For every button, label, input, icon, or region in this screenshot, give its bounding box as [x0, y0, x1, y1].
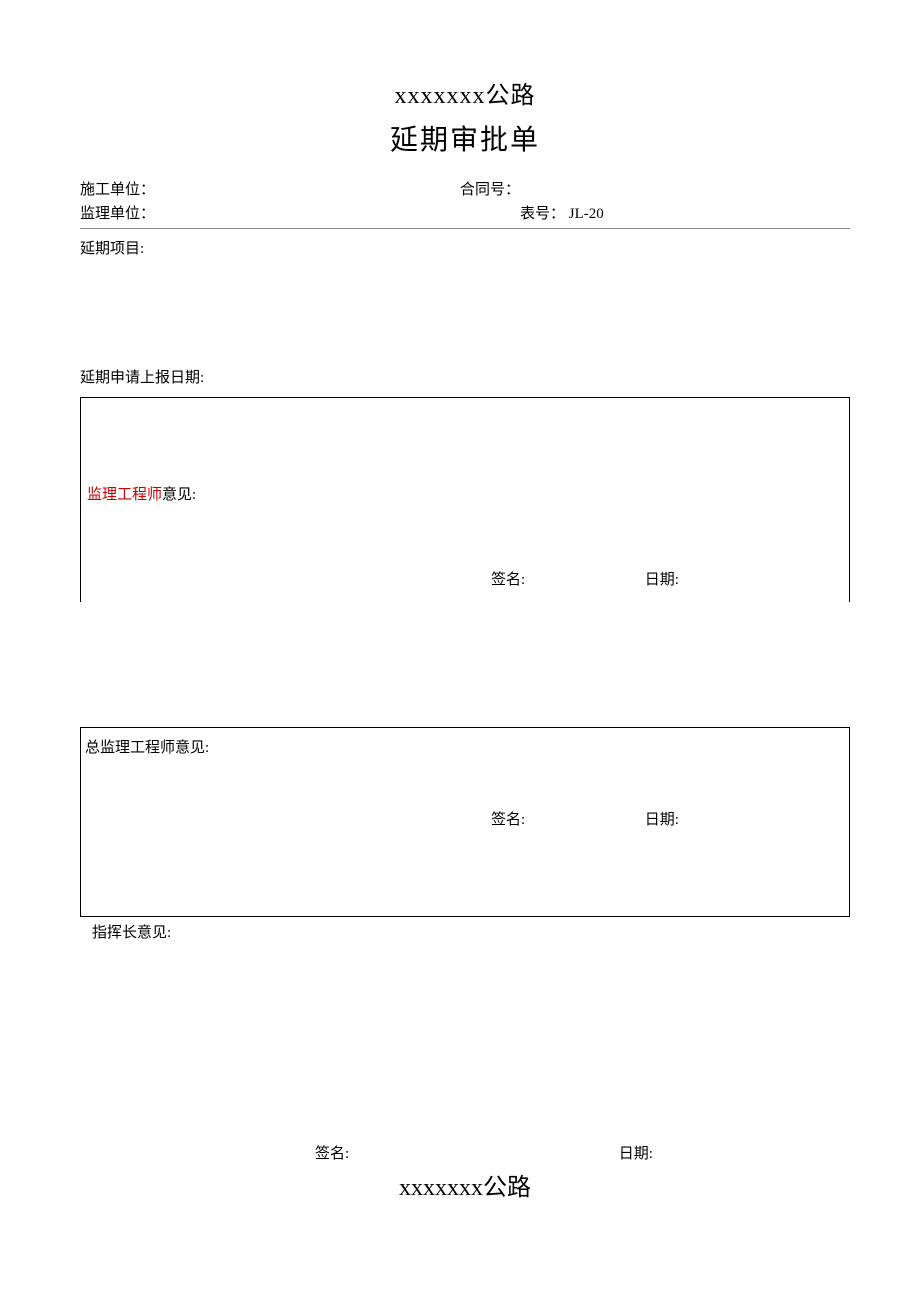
supervision-unit-label: 监理单位： [80, 206, 155, 222]
delay-project-label: 延期项目: [80, 237, 850, 258]
commander-opinion-label: 指挥长意见: [92, 921, 850, 942]
form-no-label: 表号： [520, 206, 565, 222]
form-no-value: JL-20 [569, 206, 604, 222]
header-divider [80, 228, 850, 229]
construction-unit-label: 施工单位： [80, 182, 155, 198]
delay-apply-date-label: 延期申请上报日期: [80, 366, 850, 387]
chief-supervisor-opinion-box: 总监理工程师意见: 签名: 日期: [80, 727, 850, 917]
header-row-1: 施工单位： 合同号： [80, 178, 850, 202]
signature-name-label: 签名: [491, 808, 641, 829]
signature-name-label: 签名: [315, 1142, 615, 1163]
supervisor-signature-row: 签名: 日期: [491, 568, 679, 589]
form-title-block: xxxxxxx公路 延期审批单 [80, 75, 850, 158]
title-line-1: xxxxxxx公路 [80, 75, 850, 110]
commander-signature-row: 签名: 日期: [80, 1142, 850, 1163]
signature-date-label: 日期: [645, 812, 679, 828]
supervisor-opinion-label: 监理工程师意见: [87, 483, 196, 504]
supervisor-opinion-label-red: 监理工程师 [87, 487, 162, 503]
signature-date-label: 日期: [645, 572, 679, 588]
chief-supervisor-signature-row: 签名: 日期: [491, 808, 679, 829]
title-line-2: 延期审批单 [80, 118, 850, 158]
footer-title: xxxxxxx公路 [80, 1167, 850, 1202]
contract-no-label: 合同号： [460, 182, 520, 198]
signature-name-label: 签名: [491, 568, 641, 589]
header-row-2: 监理单位： 表号： JL-20 [80, 202, 850, 226]
signature-date-label: 日期: [619, 1146, 653, 1162]
supervisor-opinion-box: 监理工程师意见: 签名: 日期: [80, 397, 850, 602]
supervisor-opinion-label-rest: 意见: [162, 487, 196, 503]
chief-supervisor-opinion-label: 总监理工程师意见: [85, 736, 209, 757]
